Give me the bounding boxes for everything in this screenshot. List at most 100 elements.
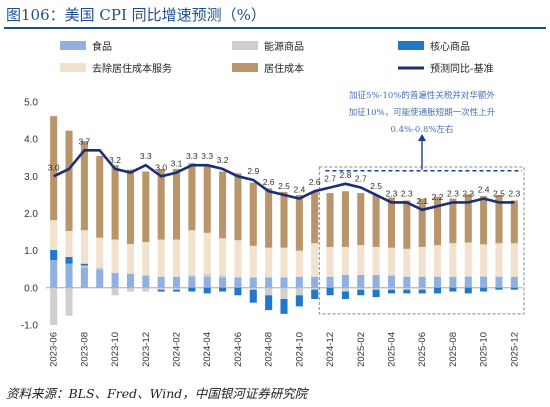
bar-segment-shelter xyxy=(403,200,411,249)
bar-segment-food xyxy=(80,267,88,288)
bar-segment-shelter xyxy=(495,194,503,244)
bar-segment-shelter xyxy=(357,193,365,246)
x-axis: 2023-06 2023-08 2023-10 2023-12 2024-02 2024-… xyxy=(49,332,521,367)
bar-segment-core_goods xyxy=(219,287,227,292)
bar-segment-core_goods xyxy=(372,289,380,298)
bar-segment-food xyxy=(495,276,503,288)
data-label: 2.8 xyxy=(340,170,352,180)
bar-segment-core_services_ex_shelter xyxy=(434,245,442,277)
bar-segment-energy xyxy=(295,287,303,296)
bar-segment-food xyxy=(188,276,196,288)
chart-title: 图106：美国 CPI 同比增速预测（%） xyxy=(6,6,266,24)
bar-segment-shelter xyxy=(265,188,273,248)
bar-segment-food xyxy=(464,276,472,288)
bar-segment-energy xyxy=(249,287,257,290)
bar-segment-shelter xyxy=(311,191,319,244)
x-tick-label: 2023-10 xyxy=(110,332,121,367)
bar-segment-energy xyxy=(142,287,150,292)
data-label: 2.5 xyxy=(370,181,382,191)
data-label: 3.2 xyxy=(109,155,121,165)
y-tick-label: 5.0 xyxy=(24,98,38,109)
bar-segment-shelter xyxy=(188,163,196,231)
bar-segment-core_services_ex_shelter xyxy=(280,247,288,278)
data-label: 2.4 xyxy=(478,185,490,195)
data-label: 2.3 xyxy=(447,188,459,198)
data-label: 2.6 xyxy=(263,177,275,187)
data-label: 3.3 xyxy=(186,151,198,161)
bar-segment-core_goods xyxy=(311,289,319,299)
bar-segment-core_goods xyxy=(249,289,257,303)
bar-segment-energy xyxy=(418,287,426,290)
bar-segment-core_goods xyxy=(188,287,196,292)
bar-segment-core_goods xyxy=(234,287,242,296)
legend-label-energy: 能源商品 xyxy=(264,40,304,53)
bar-segment-food xyxy=(126,273,134,288)
bar-segment-energy xyxy=(341,287,349,292)
data-label: 2.3 xyxy=(462,188,474,198)
bar-segment-energy xyxy=(126,287,134,292)
legend-swatch-shelter xyxy=(232,63,258,72)
bar-segment-energy xyxy=(464,275,472,277)
y-tick-label: 1.0 xyxy=(24,246,38,257)
bar-segment-food xyxy=(219,277,227,288)
source-note: 资料来源：BLS、Fred、Wind，中国银河证券研究院 xyxy=(6,386,308,401)
bar-segment-core_services_ex_shelter xyxy=(249,245,257,278)
bar-segment-core_goods xyxy=(418,289,426,294)
bar-segment-core_goods xyxy=(403,289,411,294)
bar-segment-core_services_ex_shelter xyxy=(311,243,319,277)
bar-segment-food xyxy=(403,276,411,288)
bar-segment-shelter xyxy=(219,171,227,239)
legend-swatch-food xyxy=(60,41,86,50)
bar-segment-core_services_ex_shelter xyxy=(65,230,73,257)
data-label: 2.3 xyxy=(508,188,520,198)
legend-label-line: 预测同比-基准 xyxy=(430,62,494,75)
bar-segment-core_services_ex_shelter xyxy=(142,242,150,276)
bar-segment-core_services_ex_shelter xyxy=(403,248,411,277)
bar-segment-food xyxy=(372,274,380,288)
bar-segment-shelter xyxy=(326,193,334,247)
bar-segment-energy xyxy=(357,287,365,290)
bar-segment-food xyxy=(510,276,518,288)
x-tick-label: 2025-04 xyxy=(386,332,397,367)
bar-segment-core_services_ex_shelter xyxy=(495,243,503,277)
bar-segment-shelter xyxy=(126,169,134,244)
bar-segment-energy xyxy=(111,287,119,296)
bar-segment-food xyxy=(341,274,349,288)
bar-segment-energy xyxy=(80,265,88,268)
bar-segment-shelter xyxy=(295,194,303,251)
x-tick-label: 2025-06 xyxy=(417,332,428,367)
bar-segment-food xyxy=(326,276,334,288)
bar-segment-core_services_ex_shelter xyxy=(510,243,518,277)
x-tick-label: 2023-12 xyxy=(141,332,152,367)
bar-segment-core_services_ex_shelter xyxy=(480,244,488,276)
bar-segment-food xyxy=(311,276,319,288)
bar-segment-core_goods xyxy=(265,295,273,311)
data-label: 2.9 xyxy=(247,166,259,176)
bar-segment-energy xyxy=(65,287,73,316)
bar-segment-food xyxy=(280,277,288,288)
bar-segment-shelter xyxy=(510,200,518,244)
bar-segment-shelter xyxy=(372,194,380,247)
bar-segment-core_services_ex_shelter xyxy=(126,243,134,274)
bar-segment-energy xyxy=(50,287,58,325)
bar-segment-core_services_ex_shelter xyxy=(418,246,426,277)
data-labels: 3.03.73.2 3.33.0 3.13.3 3.3 3.22.92.6 2.5 2.42… xyxy=(48,136,521,205)
legend-label-food: 食品 xyxy=(92,40,112,53)
bar-segment-core_services_ex_shelter xyxy=(464,242,472,276)
bar-segment-food xyxy=(295,276,303,288)
bar-segment-shelter xyxy=(234,173,242,241)
bar-segment-core_goods xyxy=(50,249,58,260)
bar-segment-food xyxy=(387,275,396,288)
bar-segment-energy xyxy=(219,275,227,278)
bar-segment-food xyxy=(157,276,165,288)
bar-segment-shelter xyxy=(50,116,58,221)
legend-label-core_goods: 核心商品 xyxy=(430,40,470,53)
bar-segment-shelter xyxy=(142,171,150,243)
data-label: 2.4 xyxy=(293,185,305,195)
bar-segment-food xyxy=(142,275,150,288)
y-tick-label: 4.0 xyxy=(24,135,38,146)
bar-segment-core_services_ex_shelter xyxy=(188,230,196,275)
bar-segment-core_goods xyxy=(157,289,165,292)
